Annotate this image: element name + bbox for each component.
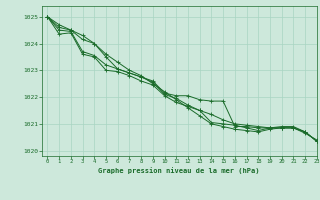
X-axis label: Graphe pression niveau de la mer (hPa): Graphe pression niveau de la mer (hPa) bbox=[99, 167, 260, 174]
